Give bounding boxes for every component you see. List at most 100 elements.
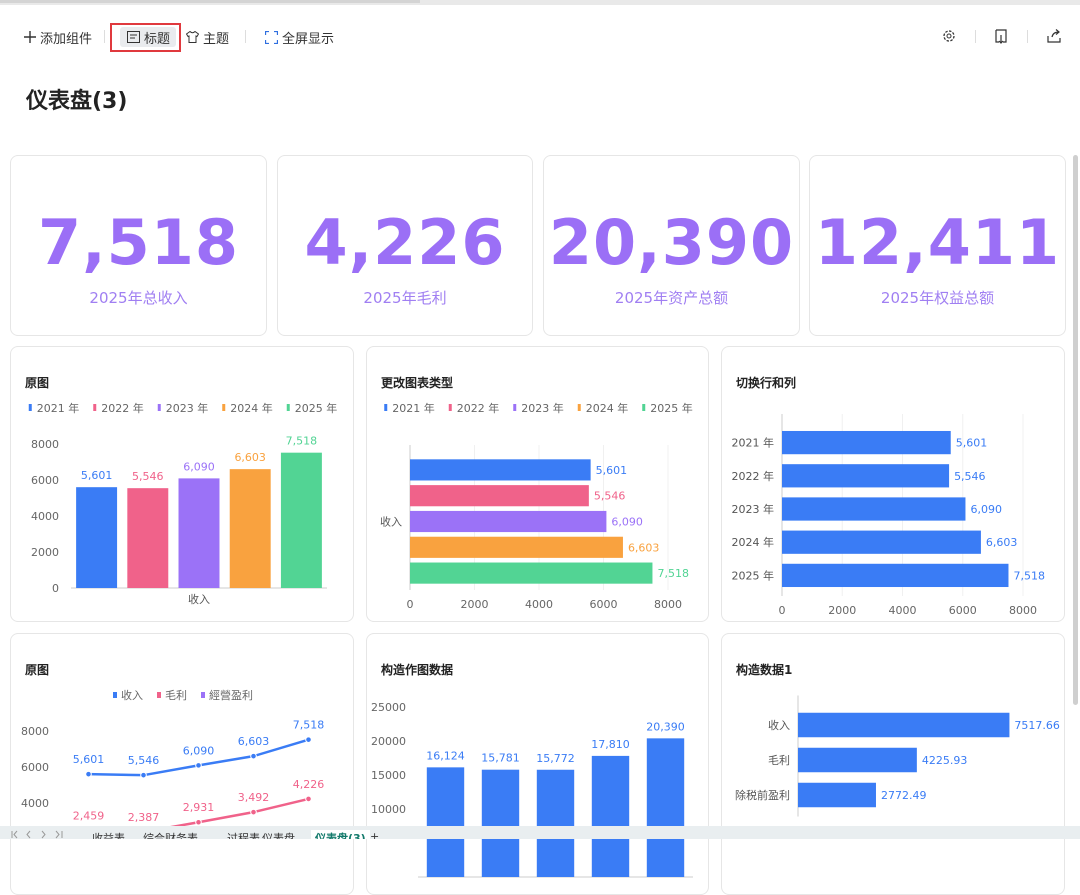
legend-item: 毛利 xyxy=(157,689,187,702)
y-tick-label: 4000 xyxy=(21,797,49,810)
y-tick-label: 6000 xyxy=(21,761,49,774)
legend-label: 2024 年 xyxy=(230,401,273,415)
legend-marker xyxy=(513,404,517,411)
legend-item: 經營盈利 xyxy=(201,688,253,702)
value-label: 2,459 xyxy=(73,810,105,823)
legend-marker xyxy=(28,404,32,411)
sheet-tab[interactable]: 仪表盘(3) xyxy=(311,830,370,839)
theme-button[interactable]: 主题 xyxy=(186,28,229,47)
point xyxy=(305,736,312,743)
y-tick-label: 收入 xyxy=(380,515,402,529)
fullscreen-button[interactable]: 全屏显示 xyxy=(265,28,335,47)
chart-title: 更改图表类型 xyxy=(381,375,453,390)
sheet-tab[interactable]: + xyxy=(370,830,380,839)
sheet-tab-bar: 收益表 综合财务表 过程表 仪表盘 仪表盘(3) + xyxy=(0,826,1080,839)
legend-marker xyxy=(113,692,117,698)
value-label: 5,546 xyxy=(128,754,160,767)
value-label: 20,390 xyxy=(646,720,685,733)
y-tick-label: 20000 xyxy=(371,735,406,748)
value-label: 5,601 xyxy=(73,753,105,766)
label: 全屏显示 xyxy=(282,31,335,47)
legend-item: 2025 年 xyxy=(642,401,693,415)
kpi-value: 20,390 xyxy=(548,206,795,279)
value-label: 4225.93 xyxy=(922,754,968,767)
legend-item: 2024 年 xyxy=(577,401,629,415)
window-strip xyxy=(0,0,1080,5)
value-label: 5,601 xyxy=(956,437,988,450)
legend-label: 2022 年 xyxy=(101,401,144,415)
legend-marker xyxy=(157,692,161,698)
bar xyxy=(426,767,465,877)
chart: 构造数据1 收入 7517.66 毛利 4225.93 除税前盈利 2772.49 xyxy=(735,662,1060,817)
bar xyxy=(782,530,981,554)
sheet-tab[interactable]: 仪表盘 xyxy=(262,832,295,839)
bar xyxy=(280,452,322,588)
chart-title: 切换行和列 xyxy=(736,375,796,390)
add-widget-button[interactable]: 添加组件 xyxy=(24,28,93,47)
value-label: 7,518 xyxy=(293,719,325,732)
bar xyxy=(798,782,876,808)
value-label: 6,090 xyxy=(183,744,215,757)
legend-item: 2023 年 xyxy=(513,401,564,415)
y-tick-label: 2025 年 xyxy=(732,568,775,582)
bar xyxy=(410,485,589,507)
bar xyxy=(646,738,685,877)
value-label: 5,601 xyxy=(596,464,628,477)
title-button[interactable]: 标题 xyxy=(127,28,171,47)
x-tick-label: 2000 xyxy=(461,598,489,611)
x-tick-label: 4000 xyxy=(889,604,917,617)
legend-item: 收入 xyxy=(113,688,143,702)
legend-marker xyxy=(93,404,97,411)
y-tick-label: 2022 年 xyxy=(732,469,775,483)
sheet-tab[interactable]: 过程表 xyxy=(227,832,260,839)
bar xyxy=(798,712,1010,738)
value-label: 6,603 xyxy=(628,541,660,554)
value-label: 15,781 xyxy=(481,752,520,765)
legend-item: 2025 年 xyxy=(286,401,337,415)
bar xyxy=(410,562,653,584)
legend-item: 2021 年 xyxy=(28,401,79,415)
sheet-tab[interactable]: 综合财务表 xyxy=(143,832,198,839)
y-tick-label: 2000 xyxy=(31,546,59,559)
chart-title: 原图 xyxy=(25,376,49,390)
share-icon[interactable] xyxy=(1047,29,1062,43)
label: 标题 xyxy=(144,31,171,47)
bar xyxy=(229,469,271,588)
legend-marker xyxy=(384,404,388,411)
export-icon[interactable] xyxy=(994,29,1008,44)
chart-title: 构造作图数据 xyxy=(381,662,453,677)
legend-marker xyxy=(577,404,581,411)
bar xyxy=(782,430,951,455)
separator xyxy=(1027,30,1028,43)
legend-label: 毛利 xyxy=(165,689,187,702)
fullscreen-icon xyxy=(265,30,278,44)
legend-item: 2022 年 xyxy=(448,401,499,415)
chart: 构造作图数据 10000 15000 20000 25000 16,124 15,781 15… xyxy=(371,662,693,878)
separator xyxy=(975,30,976,43)
chart-title: 原图 xyxy=(25,663,49,677)
bar xyxy=(782,464,950,488)
y-tick-label: 15000 xyxy=(371,769,406,782)
kpi-label: 2025年毛利 xyxy=(363,289,447,307)
value-label: 15,772 xyxy=(536,752,575,765)
settings-icon[interactable] xyxy=(942,29,956,43)
scrollbar[interactable] xyxy=(1073,155,1078,705)
legend-marker xyxy=(286,404,290,411)
tab-nav-arrows[interactable] xyxy=(10,830,70,839)
separator xyxy=(104,30,105,43)
sheet-tab[interactable]: 收益表 xyxy=(92,832,125,839)
bar xyxy=(410,459,591,481)
legend: 2021 年 2022 年 2023 年 2024 年 2025 年 xyxy=(384,401,693,415)
kpi-label: 2025年权益总额 xyxy=(880,289,995,307)
kpi-label: 2025年总收入 xyxy=(89,289,188,307)
x-tick-label: 6000 xyxy=(949,604,977,617)
x-tick-label: 8000 xyxy=(654,598,682,611)
legend-label: 2024 年 xyxy=(586,401,629,415)
legend-label: 收入 xyxy=(121,688,143,702)
bar xyxy=(782,497,966,521)
chart: 原图 2021 年 2022 年 2023 年 2024 年 2025 年 0 2000 400… xyxy=(25,376,337,606)
label: 添加组件 xyxy=(40,31,93,47)
legend-label: 2021 年 xyxy=(392,401,435,415)
